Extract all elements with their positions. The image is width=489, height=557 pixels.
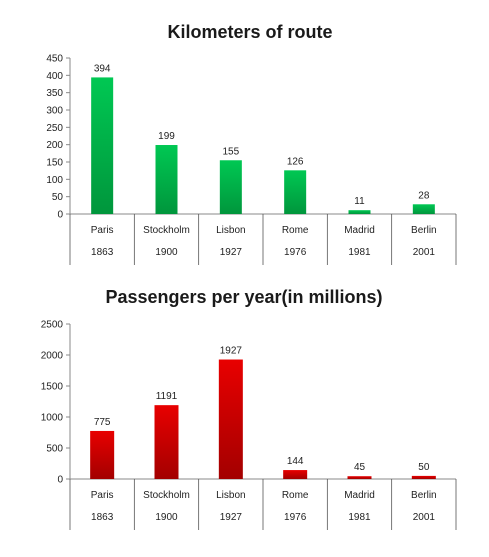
c1-bar-madrid [348,210,371,214]
c2-category-label: Stockholm [143,490,190,501]
c2-category-label: Berlin [411,490,437,501]
c2-data-label: 45 [354,462,366,473]
c2-data-label: 144 [287,456,304,467]
c1-bar-berlin [412,204,435,214]
c1-category-label: Berlin [411,225,437,236]
c2-category-label: Lisbon [216,490,245,501]
c2-year-label: 1976 [284,512,307,523]
c2-y-tick-label: 2000 [41,351,64,362]
c1-bar-stockholm [155,145,178,214]
c1-category-label: Paris [91,225,114,236]
c2-bar-berlin [411,475,436,479]
c2-bar-paris [90,430,115,479]
c2-year-label: 1863 [91,512,114,523]
c2-year-label: 1981 [348,512,371,523]
c1-category-label: Stockholm [143,225,190,236]
c1-y-tick-label: 0 [57,210,63,221]
c1-data-label: 155 [222,146,239,157]
c2-bar-stockholm [154,405,179,479]
c1-year-label: 1976 [284,247,307,258]
c1-y-tick-label: 150 [46,158,63,169]
c1-y-tick-label: 100 [46,175,63,186]
c2-bar-rome [283,470,308,479]
c1-year-label: 1927 [220,247,243,258]
c1-y-tick-label: 350 [46,88,63,99]
chart-1-kilometers: Kilometers of route 394 199 155 126 11 28 0 50… [46,22,457,265]
c1-bar-lisbon [219,160,242,214]
c2-year-label: 1900 [155,512,178,523]
c2-category-label: Rome [282,490,309,501]
c2-data-label: 775 [94,417,111,428]
c1-bar-rome [284,170,307,214]
c1-category-label: Rome [282,225,309,236]
c2-y-tick-label: 500 [46,444,63,455]
c1-data-label: 199 [158,131,175,142]
c2-year-label: 1927 [220,512,243,523]
c1-year-label: 2001 [413,247,436,258]
c1-year-label: 1863 [91,247,114,258]
c2-bar-lisbon [218,359,243,479]
c2-y-tick-label: 1500 [41,382,64,393]
c1-category-label: Lisbon [216,225,245,236]
c1-data-label: 394 [94,63,111,74]
c2-category-label: Paris [91,490,114,501]
c1-data-label: 28 [418,190,430,201]
c1-y-tick-label: 50 [52,192,64,203]
c1-category-label: Madrid [344,225,375,236]
c2-y-tick-label: 0 [57,475,63,486]
c1-y-tick-label: 200 [46,140,63,151]
c1-year-label: 1981 [348,247,371,258]
c1-y-tick-label: 300 [46,106,63,117]
c2-y-tick-label: 1000 [41,413,64,424]
c2-data-label: 50 [418,462,430,473]
c1-year-label: 1900 [155,247,178,258]
chart-2-passengers: Passengers per year(in millions) 775 1191… [41,287,457,530]
c1-y-tick-label: 400 [46,71,63,82]
c2-y-tick-label: 2500 [41,320,64,331]
c2-bar-madrid [347,476,372,479]
chart-2-title: Passengers per year(in millions) [105,287,382,307]
c1-data-label: 126 [287,156,304,167]
c2-year-label: 2001 [413,512,436,523]
c1-y-tick-label: 250 [46,123,63,134]
chart-1-title: Kilometers of route [167,22,332,42]
c2-category-label: Madrid [344,490,375,501]
c2-data-label: 1191 [156,391,178,402]
c2-data-label: 1927 [220,346,243,357]
c1-bar-paris [91,77,114,214]
c1-data-label: 11 [354,196,365,207]
c1-y-tick-label: 450 [46,54,63,65]
